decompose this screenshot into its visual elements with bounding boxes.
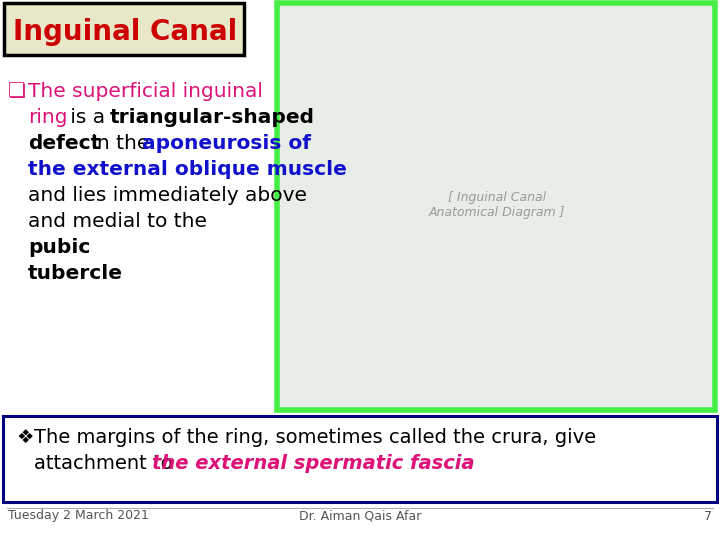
Text: the external spermatic fascia: the external spermatic fascia [152, 454, 474, 473]
FancyBboxPatch shape [4, 3, 244, 55]
Text: attachment to: attachment to [34, 454, 179, 473]
Text: Tuesday 2 March 2021: Tuesday 2 March 2021 [8, 510, 149, 523]
Text: The margins of the ring, sometimes called the crura, give: The margins of the ring, sometimes calle… [34, 428, 596, 447]
Text: in the: in the [85, 134, 156, 153]
FancyBboxPatch shape [3, 416, 717, 502]
Text: Inguinal Canal: Inguinal Canal [13, 18, 238, 46]
Text: aponeurosis of: aponeurosis of [142, 134, 311, 153]
Text: The superficial inguinal: The superficial inguinal [28, 82, 263, 101]
Text: is a: is a [64, 108, 112, 127]
Text: ❏: ❏ [8, 82, 26, 101]
Text: tubercle: tubercle [28, 264, 123, 283]
Text: 7: 7 [704, 510, 712, 523]
Text: Dr. Aiman Qais Afar: Dr. Aiman Qais Afar [299, 510, 421, 523]
Text: ring: ring [28, 108, 68, 127]
Text: ❖: ❖ [16, 428, 34, 447]
Text: pubic: pubic [28, 238, 91, 257]
Text: defect: defect [28, 134, 100, 153]
Text: [ Inguinal Canal
Anatomical Diagram ]: [ Inguinal Canal Anatomical Diagram ] [428, 191, 565, 219]
Text: triangular-shaped: triangular-shaped [110, 108, 315, 127]
Text: and lies immediately above: and lies immediately above [28, 186, 307, 205]
Text: and medial to the: and medial to the [28, 212, 213, 231]
FancyBboxPatch shape [277, 3, 715, 410]
Text: the external oblique muscle: the external oblique muscle [28, 160, 347, 179]
